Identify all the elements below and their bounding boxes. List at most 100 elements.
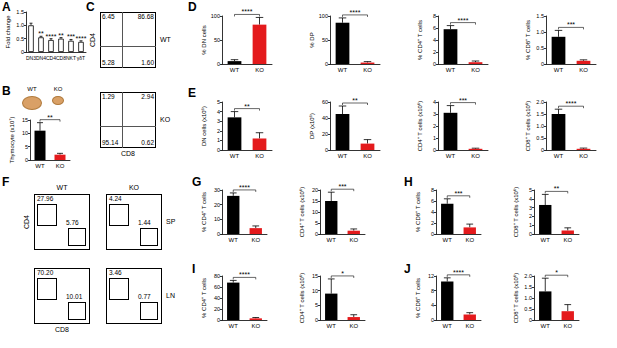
svg-text:4: 4 bbox=[217, 109, 220, 115]
svg-text:****: **** bbox=[458, 17, 469, 24]
svg-text:KO: KO bbox=[251, 323, 260, 329]
svg-text:% CD8⁺ T cells: % CD8⁺ T cells bbox=[415, 192, 421, 232]
svg-text:0: 0 bbox=[529, 317, 532, 323]
svg-text:***: *** bbox=[338, 183, 346, 190]
svg-text:2: 2 bbox=[433, 49, 436, 55]
svg-text:KO: KO bbox=[363, 67, 372, 73]
svg-text:10: 10 bbox=[214, 216, 220, 222]
svg-text:CD8⁺ T cells (x10⁶): CD8⁺ T cells (x10⁶) bbox=[513, 273, 519, 324]
svg-text:0: 0 bbox=[325, 147, 328, 153]
svg-text:0.5: 0.5 bbox=[16, 36, 24, 42]
svg-text:1: 1 bbox=[217, 137, 220, 143]
svg-text:**: ** bbox=[47, 114, 53, 121]
svg-text:60: 60 bbox=[322, 99, 328, 105]
svg-text:6: 6 bbox=[433, 25, 436, 31]
svg-text:KO: KO bbox=[579, 67, 588, 73]
svg-text:8: 8 bbox=[431, 288, 434, 294]
svg-text:12: 12 bbox=[428, 273, 434, 279]
svg-text:****: **** bbox=[46, 33, 57, 40]
svg-text:20: 20 bbox=[312, 187, 318, 193]
svg-text:% CD4⁺ T cells: % CD4⁺ T cells bbox=[417, 20, 423, 60]
svg-text:WT: WT bbox=[230, 153, 240, 159]
svg-text:CD8⁺ T cells (x10⁶): CD8⁺ T cells (x10⁶) bbox=[513, 187, 519, 238]
svg-text:0: 0 bbox=[217, 61, 220, 67]
svg-text:DN3: DN3 bbox=[26, 55, 36, 61]
svg-text:3: 3 bbox=[529, 205, 532, 211]
svg-text:KO: KO bbox=[349, 237, 358, 243]
svg-text:**: ** bbox=[38, 30, 44, 37]
svg-text:CD8: CD8 bbox=[56, 55, 66, 61]
svg-text:0: 0 bbox=[21, 49, 24, 55]
svg-text:WT: WT bbox=[229, 237, 239, 243]
svg-text:0: 0 bbox=[431, 317, 434, 323]
svg-text:***: *** bbox=[454, 190, 462, 197]
svg-text:0.5: 0.5 bbox=[536, 45, 544, 51]
svg-text:2.0: 2.0 bbox=[524, 273, 532, 279]
svg-text:5: 5 bbox=[217, 99, 220, 105]
svg-text:% CD4⁺ T cells: % CD4⁺ T cells bbox=[201, 278, 207, 318]
svg-text:**: ** bbox=[244, 103, 250, 110]
svg-text:2: 2 bbox=[529, 213, 532, 219]
svg-text:80: 80 bbox=[214, 273, 220, 279]
svg-text:****: **** bbox=[239, 184, 250, 191]
svg-text:15: 15 bbox=[22, 117, 28, 123]
svg-text:****: **** bbox=[76, 35, 87, 42]
svg-text:60: 60 bbox=[214, 284, 220, 290]
svg-text:1.5: 1.5 bbox=[536, 13, 544, 19]
svg-text:WT: WT bbox=[443, 323, 453, 329]
svg-text:3: 3 bbox=[217, 118, 220, 124]
svg-text:6: 6 bbox=[431, 198, 434, 204]
svg-text:0: 0 bbox=[315, 317, 318, 323]
svg-text:KO: KO bbox=[255, 67, 264, 73]
svg-text:% CD8⁺ T cells: % CD8⁺ T cells bbox=[415, 278, 421, 318]
svg-text:4: 4 bbox=[433, 99, 436, 105]
svg-text:1.0: 1.0 bbox=[524, 295, 532, 301]
svg-text:****: **** bbox=[350, 9, 361, 16]
svg-text:4: 4 bbox=[433, 37, 436, 43]
svg-text:CD4⁺ T cells (x10⁶): CD4⁺ T cells (x10⁶) bbox=[299, 273, 305, 324]
svg-text:CD8⁺ T cells (x10⁶): CD8⁺ T cells (x10⁶) bbox=[525, 101, 531, 152]
svg-text:**: ** bbox=[554, 185, 560, 192]
svg-text:0: 0 bbox=[325, 61, 328, 67]
svg-text:50: 50 bbox=[322, 37, 328, 43]
svg-text:***: *** bbox=[459, 97, 467, 104]
svg-text:10: 10 bbox=[22, 130, 28, 136]
svg-text:WT: WT bbox=[338, 67, 348, 73]
svg-text:KO: KO bbox=[563, 323, 572, 329]
svg-text:NKT: NKT bbox=[66, 55, 76, 61]
svg-text:100: 100 bbox=[211, 13, 220, 19]
svg-text:5: 5 bbox=[529, 187, 532, 193]
svg-text:CD4: CD4 bbox=[46, 55, 56, 61]
svg-text:WT: WT bbox=[229, 323, 239, 329]
svg-text:0: 0 bbox=[25, 157, 28, 163]
svg-text:WT: WT bbox=[443, 237, 453, 243]
svg-text:WT: WT bbox=[230, 67, 240, 73]
svg-text:WT: WT bbox=[327, 237, 337, 243]
svg-text:20: 20 bbox=[322, 131, 328, 137]
svg-text:WT: WT bbox=[327, 323, 337, 329]
svg-text:20: 20 bbox=[214, 306, 220, 312]
svg-text:KO: KO bbox=[363, 153, 372, 159]
svg-text:0: 0 bbox=[433, 61, 436, 67]
svg-text:0: 0 bbox=[529, 231, 532, 237]
svg-text:1.0: 1.0 bbox=[536, 29, 544, 35]
svg-text:WT: WT bbox=[446, 153, 456, 159]
svg-text:1: 1 bbox=[433, 135, 436, 141]
svg-text:0: 0 bbox=[431, 231, 434, 237]
svg-text:% CD8⁺ T cells: % CD8⁺ T cells bbox=[525, 20, 531, 60]
svg-text:40: 40 bbox=[214, 295, 220, 301]
svg-text:CD4⁺ T cells (x10⁶): CD4⁺ T cells (x10⁶) bbox=[299, 187, 305, 238]
svg-text:5: 5 bbox=[315, 302, 318, 308]
svg-text:KO: KO bbox=[579, 153, 588, 159]
svg-text:KO: KO bbox=[465, 237, 474, 243]
svg-text:4: 4 bbox=[431, 302, 434, 308]
svg-text:WT: WT bbox=[446, 67, 456, 73]
svg-text:1.0: 1.0 bbox=[536, 123, 544, 129]
svg-text:15: 15 bbox=[312, 198, 318, 204]
svg-text:WT: WT bbox=[541, 323, 551, 329]
svg-text:% CD4⁺ T cells: % CD4⁺ T cells bbox=[201, 192, 207, 232]
svg-text:KO: KO bbox=[251, 237, 260, 243]
svg-text:KO: KO bbox=[349, 323, 358, 329]
svg-text:Thymocyte (x10⁷): Thymocyte (x10⁷) bbox=[9, 117, 15, 164]
svg-text:WT: WT bbox=[338, 153, 348, 159]
